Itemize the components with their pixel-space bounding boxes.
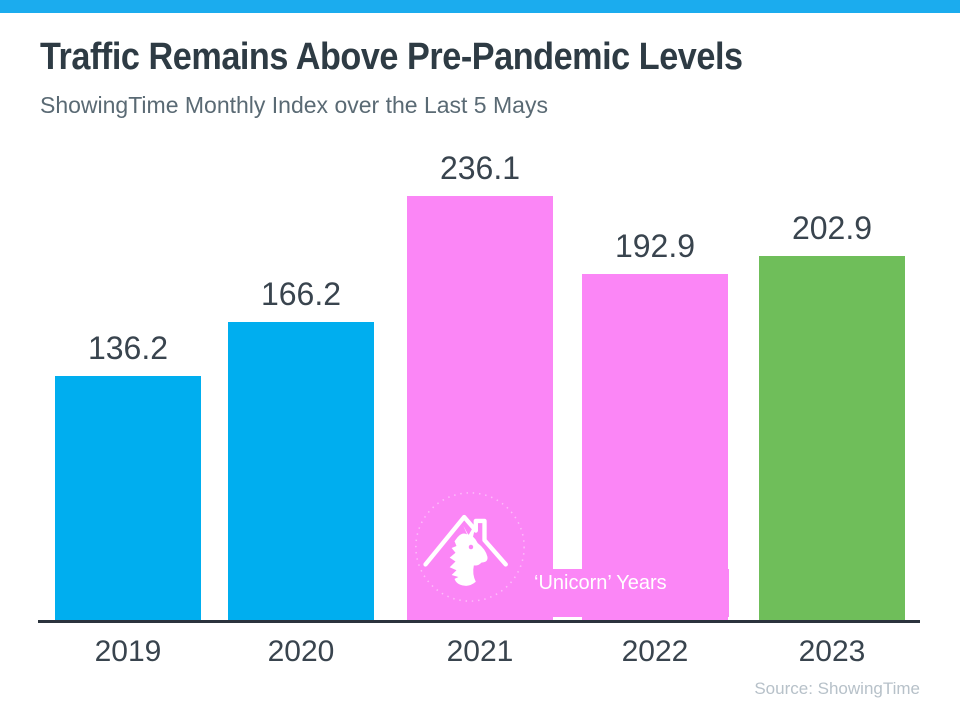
unicorn-eye-icon	[468, 544, 474, 550]
x-axis-label-2021: 2021	[446, 635, 514, 668]
bar-value-label-2022: 192.9	[614, 228, 696, 264]
x-axis-line	[38, 620, 920, 623]
page-subtitle: ShowingTime Monthly Index over the Last …	[40, 92, 548, 118]
x-axis-label-2020: 2020	[267, 635, 335, 668]
x-axis-label-2023: 2023	[798, 635, 866, 668]
source-note: Source: ShowingTime	[754, 679, 920, 698]
unicorn-head-icon	[449, 525, 488, 586]
bar-value-label-2019: 136.2	[87, 330, 169, 366]
top-accent-bar	[0, 0, 960, 13]
bar-2022	[582, 274, 728, 621]
unicorn-house-icon	[415, 492, 525, 602]
x-axis-label-2022: 2022	[621, 635, 689, 668]
bar-value-label-2020: 166.2	[260, 276, 342, 312]
bar-value-label-2023: 202.9	[791, 210, 873, 246]
bar-value-label-2021: 236.1	[439, 150, 521, 186]
bar-2020	[228, 322, 374, 621]
logo-circle	[415, 492, 525, 602]
page-title: Traffic Remains Above Pre-Pandemic Level…	[40, 36, 743, 78]
unicorn-years-label: ‘Unicorn’ Years	[534, 572, 667, 594]
house-roof-icon	[423, 514, 508, 567]
bar-2019	[55, 376, 201, 621]
x-axis-label-2019: 2019	[94, 635, 162, 668]
bar-2023	[759, 256, 905, 621]
